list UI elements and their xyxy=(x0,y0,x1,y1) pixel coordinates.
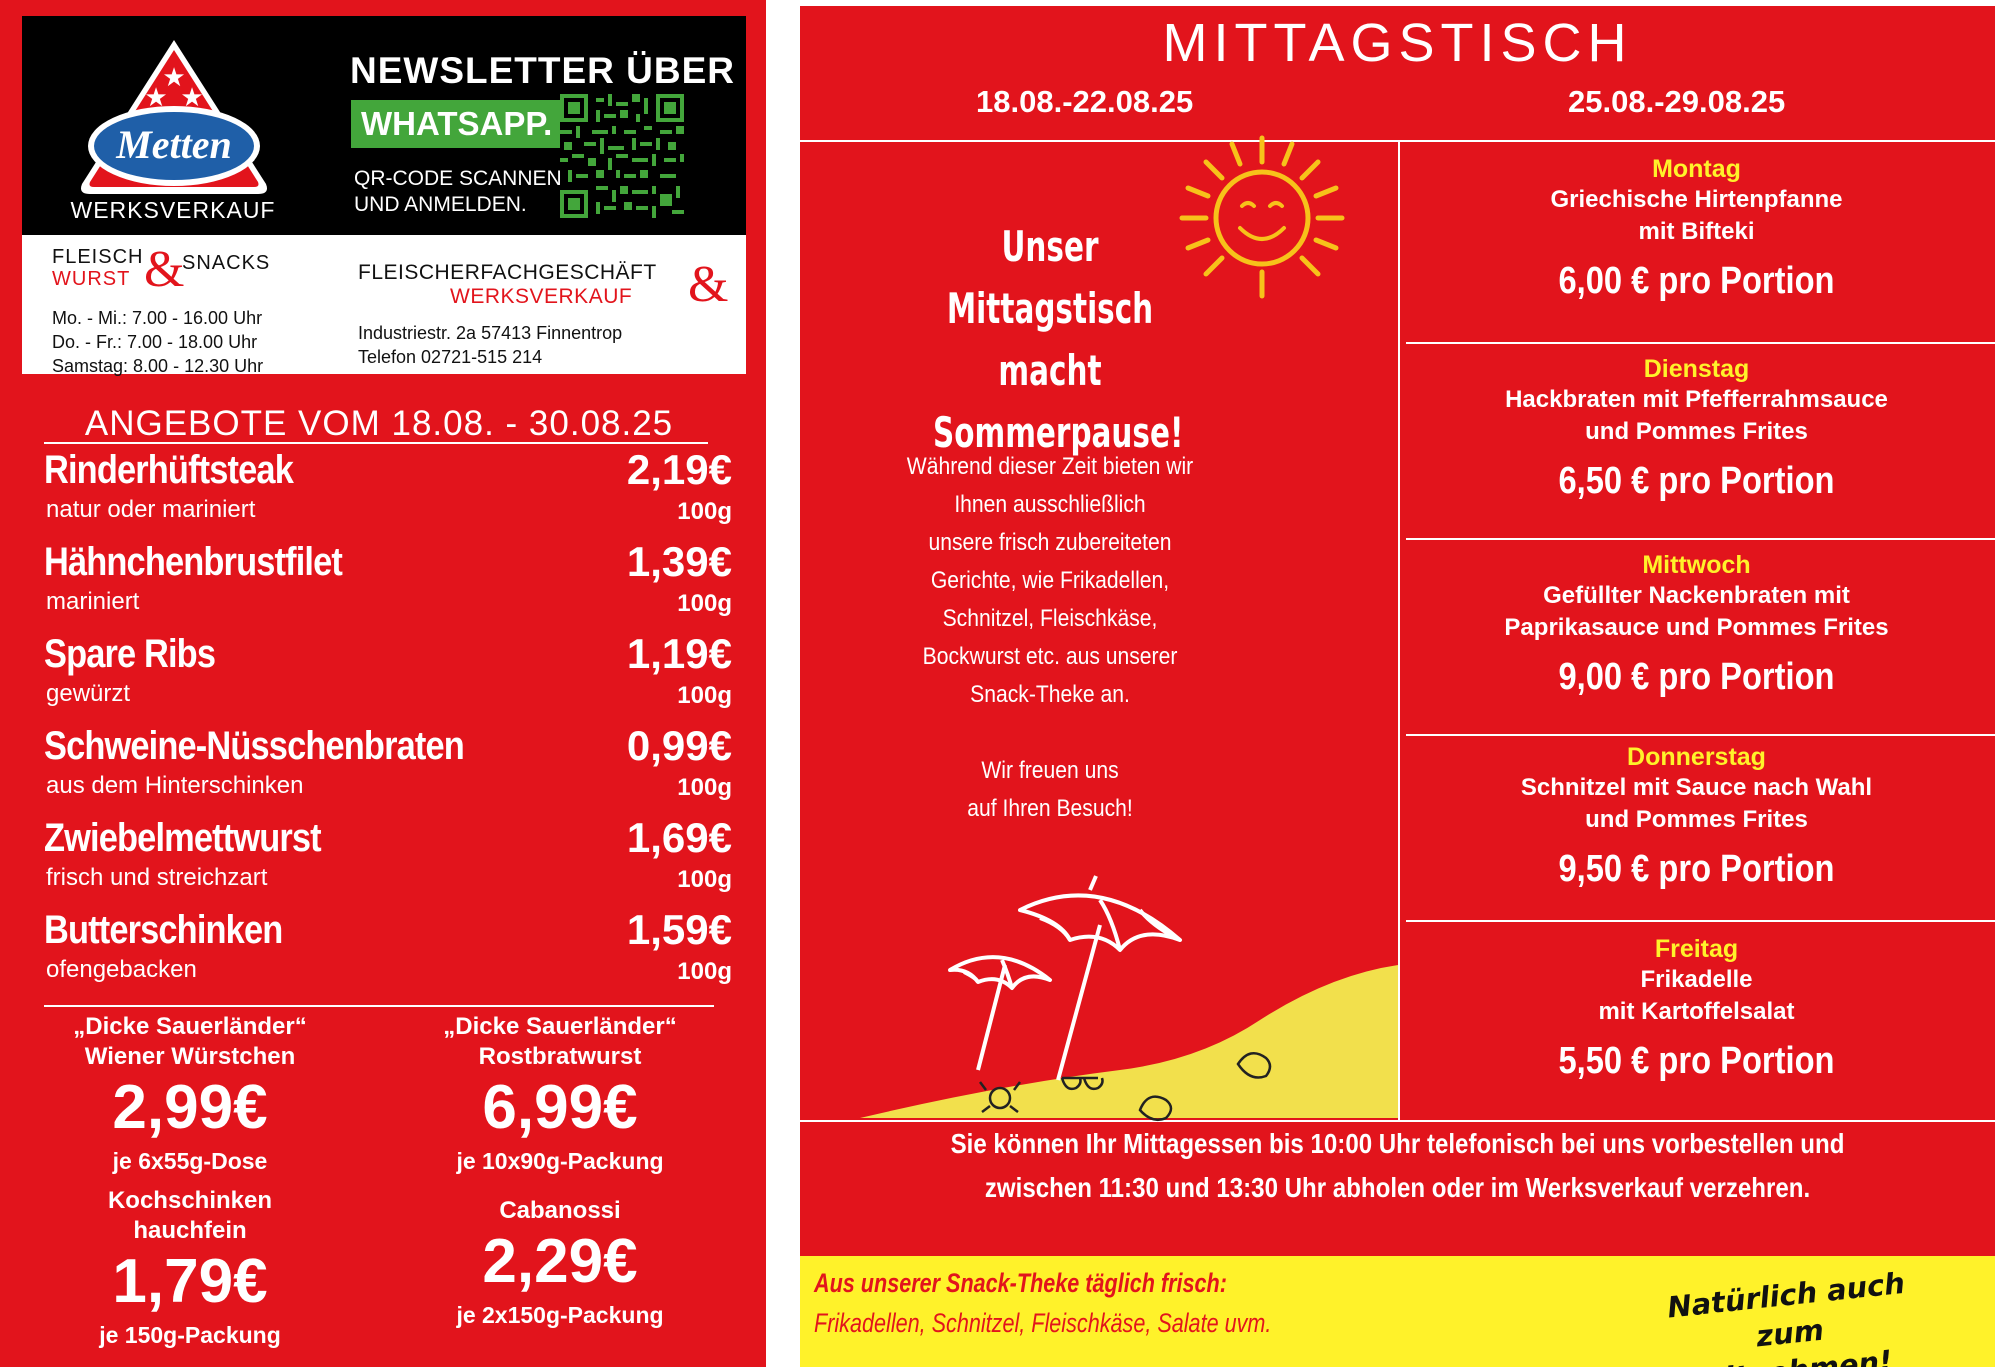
divider xyxy=(800,140,1995,142)
offer-price: 2,19€ xyxy=(626,446,732,493)
offer-item: Hähnchenbrustfilet mariniert 1,39€ 100g xyxy=(44,538,732,617)
shell-icon xyxy=(1236,1051,1272,1079)
preorder-info: Sie können Ihr Mittagessen bis 10:00 Uhr… xyxy=(950,1128,1845,1203)
meal-price: 5,50 € pro Portion xyxy=(1558,1040,1835,1082)
weekday-label: Montag xyxy=(1652,155,1741,183)
shop-hours-block: FLEISCH WURST & SNACKS Mo. - Mi.: 7.00 -… xyxy=(52,241,372,378)
daily-menu-item: Montag Griechische Hirtenpfanne mit Bift… xyxy=(1398,154,1995,303)
shop-address-block: FLEISCHERFACHGESCHÄFT WERKSVERKAUF & Ind… xyxy=(358,256,738,369)
meal-price: 6,50 € pro Portion xyxy=(1558,460,1835,502)
fleisch-wurst-snacks-wordmark: FLEISCH WURST & SNACKS xyxy=(52,241,271,298)
weekday-label: Freitag xyxy=(1654,935,1739,963)
week-date-2: 25.08.-29.08.25 xyxy=(1568,84,1786,119)
shop-phone: Telefon 02721-515 214 xyxy=(358,347,543,367)
offer-price: 1,69€ xyxy=(626,814,732,861)
meal-price: 9,50 € pro Portion xyxy=(1558,848,1835,890)
offer-price: 0,99€ xyxy=(626,722,732,769)
svg-text:Metten: Metten xyxy=(115,122,232,167)
weekday-label: Mittwoch xyxy=(1642,551,1751,579)
weekday-label: Dienstag xyxy=(1643,355,1750,383)
divider xyxy=(1406,342,1995,344)
special-offer-box: „Dicke Sauerländer“ Rostbratwurst 6,99€ … xyxy=(410,1012,710,1175)
snack-banner: Aus unserer Snack-Theke täglich frisch: … xyxy=(800,1256,1995,1367)
snack-banner-items: Frikadellen, Schnitzel, Fleischkäse, Sal… xyxy=(814,1308,1272,1338)
daily-menu-item: Freitag Frikadelle mit Kartoffelsalat 5,… xyxy=(1398,934,1995,1083)
offer-price: 1,59€ xyxy=(626,906,732,953)
werksverkauf-label: WERKSVERKAUF xyxy=(70,197,276,223)
divider xyxy=(44,442,708,444)
offer-price: 1,39€ xyxy=(626,538,732,585)
special-price: 6,99€ xyxy=(482,1073,638,1142)
divider xyxy=(1406,734,1995,736)
offers-title: ANGEBOTE VOM 18.08. - 30.08.25 xyxy=(84,404,674,443)
daily-menu-item: Dienstag Hackbraten mit Pfefferrahmsauce… xyxy=(1398,354,1995,503)
divider xyxy=(44,1005,714,1007)
offer-item: Rinderhüftsteak natur oder mariniert 2,1… xyxy=(44,446,732,525)
umbrella-icon xyxy=(948,955,1052,1071)
shell-icon xyxy=(1138,1095,1173,1121)
mittagstisch-panel: MITTAGSTISCH 18.08.-22.08.25 25.08.-29.0… xyxy=(800,6,1995,1367)
crab-icon xyxy=(988,1086,1012,1110)
snack-banner-title: Aus unserer Snack-Theke täglich frisch: xyxy=(814,1268,1227,1298)
meal-price: 6,00 € pro Portion xyxy=(1558,260,1835,302)
special-offer-box: Kochschinken hauchfein 1,79€ je 150g-Pac… xyxy=(40,1186,340,1349)
svg-text:★: ★ xyxy=(180,82,203,112)
special-offer-box: Cabanossi 2,29€ je 2x150g-Packung xyxy=(410,1196,710,1329)
summer-pause-headline: Unser Mittagstisch macht Sommerpause! xyxy=(933,222,1184,457)
whatsapp-label: WHATSAPP. xyxy=(351,100,563,148)
weekday-label: Donnerstag xyxy=(1627,743,1766,771)
header-block: Metten ★ ★ ★ WERKSVERKAUF NEWSLETTER ÜBE… xyxy=(22,16,746,376)
special-offer-box: „Dicke Sauerländer“ Wiener Würstchen 2,9… xyxy=(40,1012,340,1175)
newsletter-bar: Metten ★ ★ ★ WERKSVERKAUF NEWSLETTER ÜBE… xyxy=(22,16,746,235)
special-price: 2,29€ xyxy=(482,1227,638,1296)
offer-item: Schweine-Nüsschenbraten aus dem Hintersc… xyxy=(44,722,732,801)
fachgeschaeft-wordmark: FLEISCHERFACHGESCHÄFT WERKSVERKAUF & xyxy=(358,256,729,313)
daily-menu-item: Mittwoch Gefüllter Nackenbraten mit Papr… xyxy=(1398,550,1995,699)
svg-text:★: ★ xyxy=(144,82,167,112)
sunglasses-icon xyxy=(1060,1076,1104,1091)
offer-price: 1,19€ xyxy=(626,630,732,677)
takeaway-note: Natürlich auch zum Mitnehmen! xyxy=(1665,1265,1907,1367)
umbrella-icon xyxy=(1018,875,1182,1081)
offer-item: Spare Ribs gewürzt 1,19€ 100g xyxy=(44,630,732,709)
newsletter-title: NEWSLETTER ÜBER xyxy=(350,50,735,91)
svg-text:★: ★ xyxy=(162,62,185,92)
special-price: 1,79€ xyxy=(112,1247,268,1316)
daily-menu-item: Donnerstag Schnitzel mit Sauce nach Wahl… xyxy=(1398,742,1995,891)
offer-item: Butterschinken ofengebacken 1,59€ 100g xyxy=(44,906,732,985)
qr-code[interactable] xyxy=(560,94,684,218)
divider xyxy=(1406,920,1995,922)
offer-item: Zwiebelmettwurst frisch und streichzart … xyxy=(44,814,732,893)
divider xyxy=(1398,140,1400,1120)
special-price: 2,99€ xyxy=(112,1073,268,1142)
offers-flyer-panel: Metten ★ ★ ★ WERKSVERKAUF NEWSLETTER ÜBE… xyxy=(0,0,766,1367)
divider xyxy=(800,1120,1995,1122)
meal-price: 9,00 € pro Portion xyxy=(1558,656,1835,698)
summer-pause-text: Während dieser Zeit bieten wir Ihnen aus… xyxy=(906,453,1194,822)
metten-logo: Metten ★ ★ ★ xyxy=(81,40,267,194)
shop-address: Industriestr. 2a 57413 Finnentrop Telefo… xyxy=(358,321,738,369)
opening-hours: Mo. - Mi.: 7.00 - 16.00 Uhr Do. - Fr.: 7… xyxy=(52,308,264,376)
beach-illustration xyxy=(860,875,1398,1121)
newsletter-instructions: QR-CODE SCANNEN UND ANMELDEN. xyxy=(354,167,562,216)
divider xyxy=(1406,538,1995,540)
sun-icon xyxy=(1179,135,1345,299)
week-date-1: 18.08.-22.08.25 xyxy=(976,84,1194,119)
mittagstisch-title: MITTAGSTISCH xyxy=(1162,13,1633,73)
